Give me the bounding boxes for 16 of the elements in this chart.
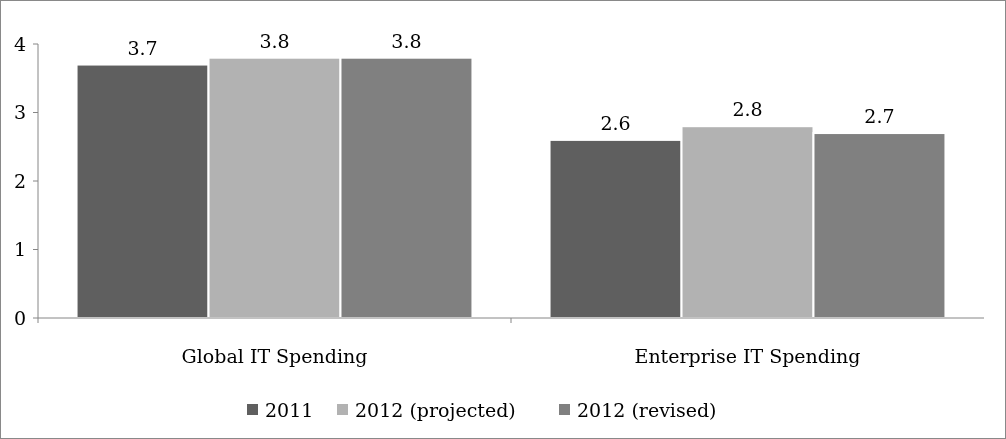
y-tick-label: 3 xyxy=(13,101,26,124)
y-tick-label: 2 xyxy=(13,169,26,192)
data-label: 2.6 xyxy=(600,111,631,134)
x-tick-label: Global IT Spending xyxy=(181,345,368,367)
data-label: 2.7 xyxy=(864,105,895,128)
data-label: 3.8 xyxy=(391,29,422,52)
y-tick-label: 4 xyxy=(13,32,26,55)
data-label: 3.8 xyxy=(259,29,290,52)
y-tick-label: 0 xyxy=(13,306,26,329)
x-tick-label: Enterprise IT Spending xyxy=(634,345,861,367)
legend-label: 2012 (projected) xyxy=(355,398,516,421)
y-tick-label: 1 xyxy=(13,238,26,261)
data-label: 2.8 xyxy=(732,98,763,121)
data-label: 3.7 xyxy=(127,36,158,59)
legend-label: 2011 xyxy=(265,398,314,421)
legend-label: 2012 (revised) xyxy=(577,398,717,421)
